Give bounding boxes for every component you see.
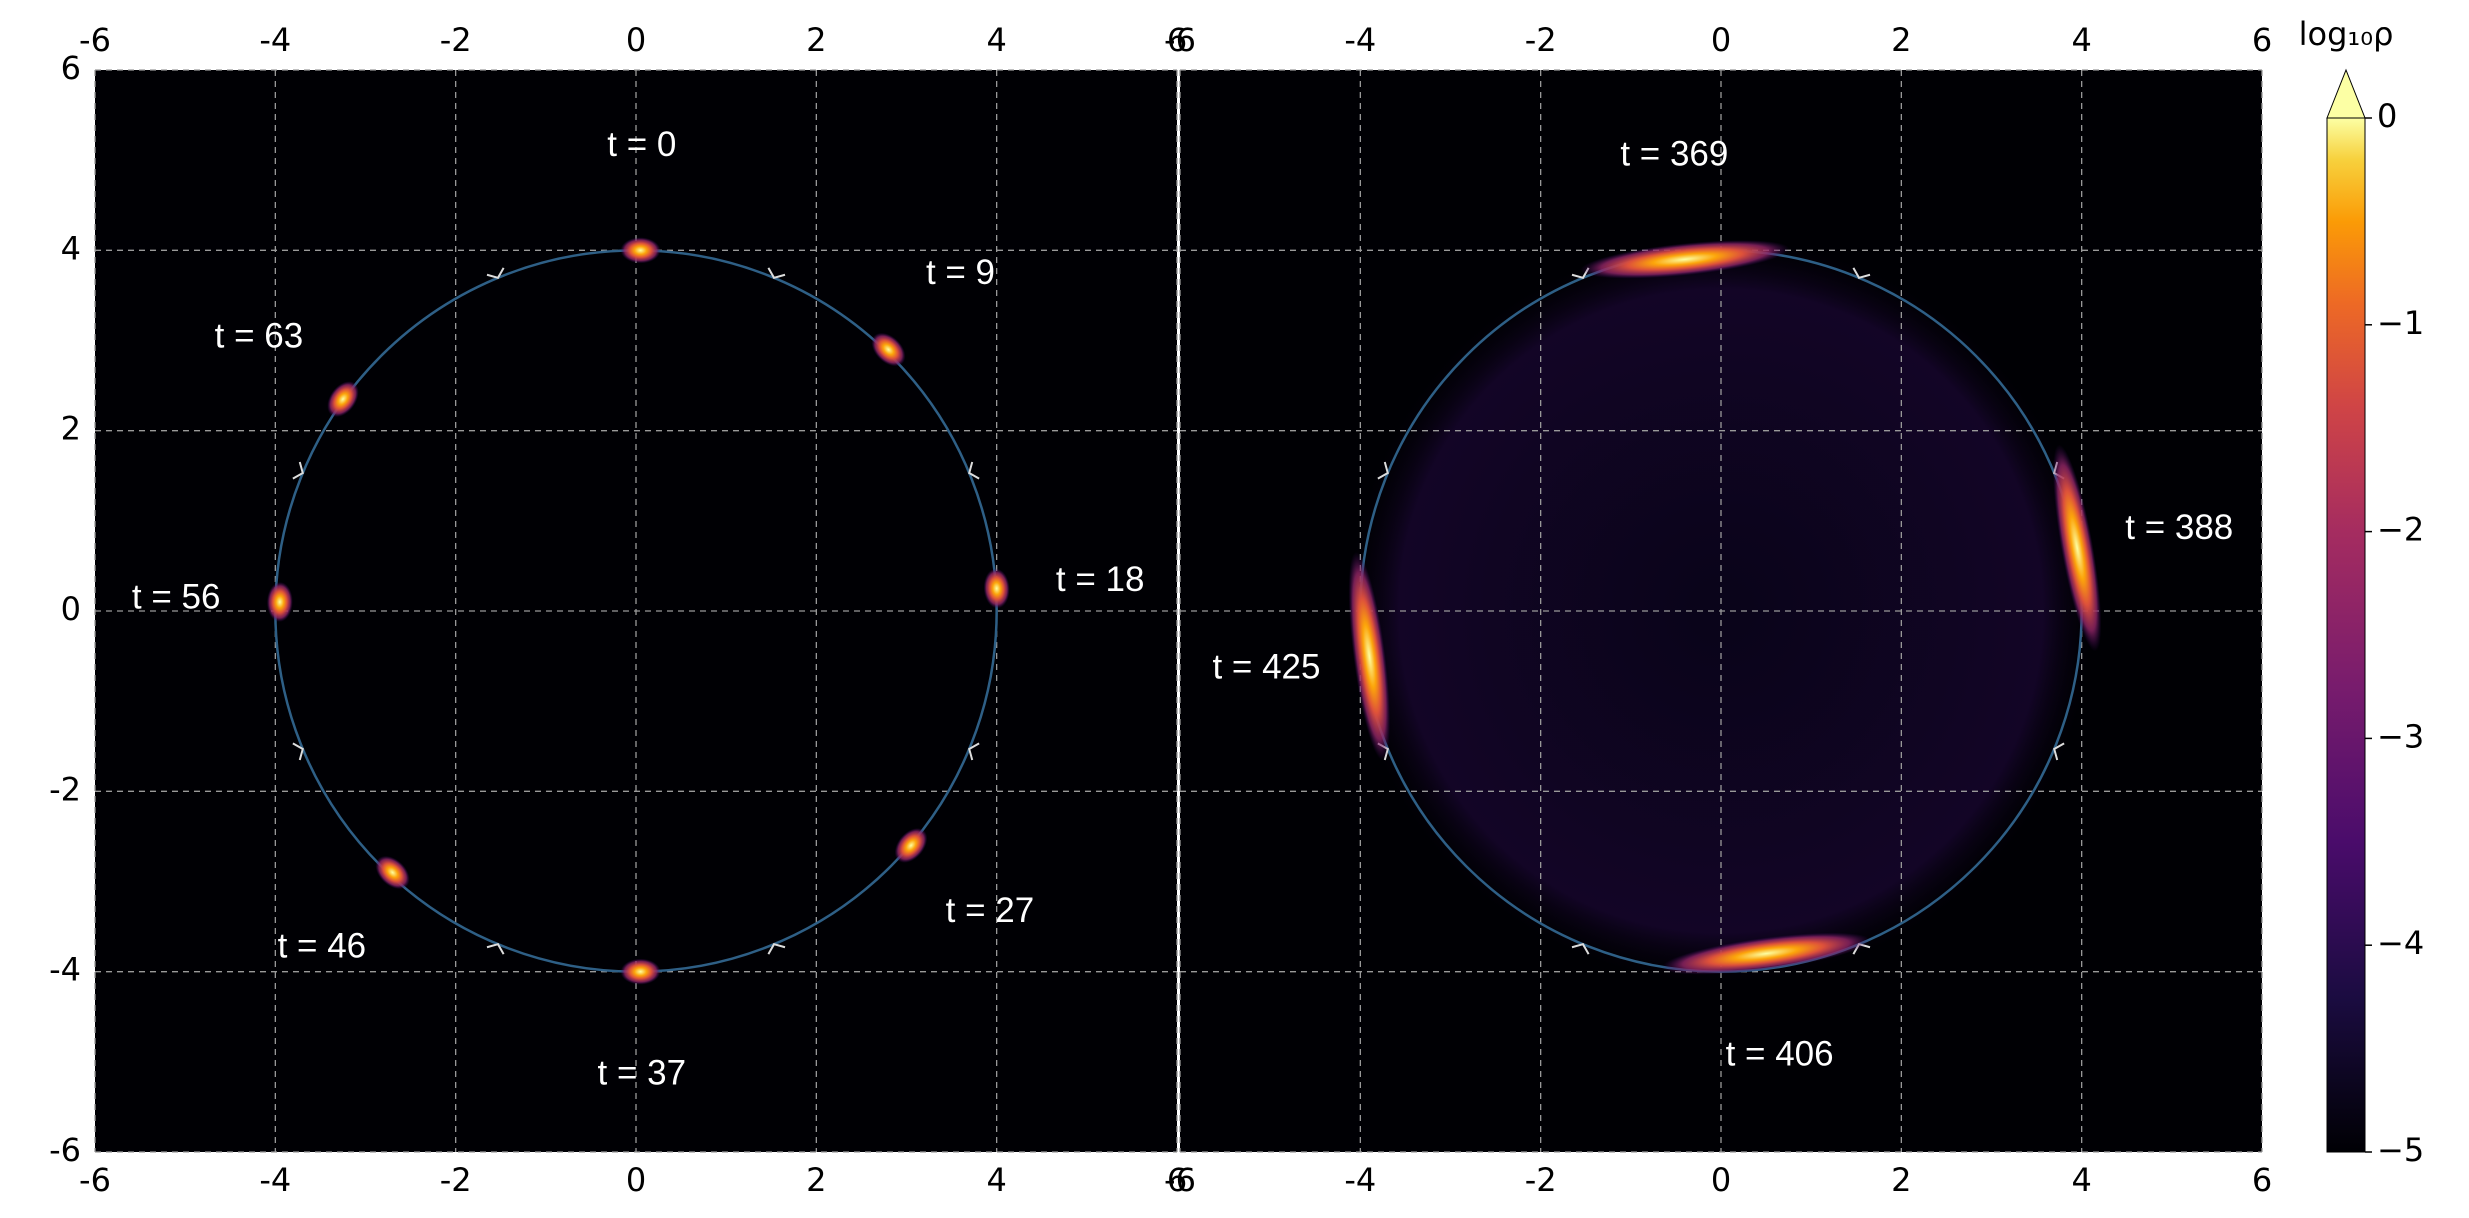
y-tick-label: 6 [61,49,81,87]
x-tick-label-top: -4 [1344,21,1376,59]
colorbar-tick-label: −3 [2377,717,2424,755]
gas-cloud [1661,932,1871,975]
x-tick-label-top: -6 [1164,21,1196,59]
x-tick-label: 0 [626,1161,646,1199]
colorbar-tick-label: −2 [2377,511,2424,549]
x-tick-label: 2 [1891,1161,1911,1199]
orbit-arrow [767,267,786,279]
x-tick-label-top: 2 [806,21,826,59]
gas-cloud [266,581,293,622]
gas-cloud [1580,240,1790,279]
x-tick-label-top: 4 [2071,21,2091,59]
snapshot-label: t = 9 [926,253,995,292]
snapshot-label: t = 425 [1212,648,1320,687]
x-tick-label-top: -2 [440,21,472,59]
x-tick-label: 6 [1167,1161,1187,1199]
orbit-arrow [767,943,786,955]
gas-cloud [871,332,906,367]
x-tick-label: 0 [1711,1161,1731,1199]
x-tick-label-top: 2 [1891,21,1911,59]
colorbar-extension [2326,68,2366,119]
x-tick-label-top: 6 [1167,21,1187,59]
gas-cloud [327,381,359,418]
orbit-arrow [292,742,304,761]
x-tick-label-top: 0 [626,21,646,59]
snapshot-label: t = 56 [132,578,221,617]
y-tick-label: -2 [49,770,81,808]
x-tick-label-top: 6 [2252,21,2272,59]
gas-cloud [375,855,410,890]
orbit-arrow [486,267,505,279]
snapshot-label: t = 0 [607,125,676,164]
snapshot-label: t = 27 [946,891,1035,930]
gas-cloud [620,237,661,264]
colorbar-tick-label: −1 [2377,304,2424,342]
colorbar-label: log₁₀ρ [2299,15,2394,53]
colorbar [2326,117,2366,1153]
y-tick-label: -4 [49,951,81,989]
gas-cloud [1348,551,1391,761]
x-tick-label-top: -6 [79,21,111,59]
x-tick-label: -2 [1525,1161,1557,1199]
colorbar-tick-label: −5 [2377,1131,2424,1169]
colorbar-tick-label: 0 [2377,97,2397,135]
snapshot-label: t = 406 [1726,1035,1834,1074]
orbit-arrow [968,461,980,480]
orbit-arrow [2053,742,2065,761]
x-tick-label: 2 [806,1161,826,1199]
orbit-arrow [292,461,304,480]
x-tick-label: 6 [2252,1161,2272,1199]
y-tick-label: 2 [61,410,81,448]
orbit-arrow [1571,943,1590,955]
snapshot-label: t = 37 [598,1054,687,1093]
x-tick-label-top: -2 [1525,21,1557,59]
snapshot-label: t = 63 [215,317,304,356]
x-tick-label: -2 [440,1161,472,1199]
orbit-arrow [1377,461,1389,480]
orbit-arrow [968,742,980,761]
x-tick-label-top: -4 [259,21,291,59]
y-tick-label: 4 [61,229,81,267]
gas-cloud [620,958,661,985]
gas-cloud [2052,444,2102,652]
x-tick-label: -4 [259,1161,291,1199]
x-tick-label: -6 [1164,1161,1196,1199]
x-tick-label-top: 4 [986,21,1006,59]
x-tick-label: -6 [79,1161,111,1199]
y-tick-label: -6 [49,1131,81,1169]
snapshot-label: t = 369 [1620,134,1728,173]
snapshot-label: t = 18 [1056,560,1145,599]
gas-cloud [983,568,1010,609]
x-tick-label: 4 [2071,1161,2091,1199]
orbit-arrow [486,943,505,955]
colorbar-tick-label: −4 [2377,924,2424,962]
y-tick-label: 0 [61,590,81,628]
gas-cloud [894,828,928,863]
x-tick-label: 4 [986,1161,1006,1199]
x-tick-label-top: 0 [1711,21,1731,59]
snapshot-label: t = 46 [278,927,367,966]
snapshot-label: t = 388 [2125,508,2233,547]
x-tick-label: -4 [1344,1161,1376,1199]
orbit-arrow [1852,267,1871,279]
